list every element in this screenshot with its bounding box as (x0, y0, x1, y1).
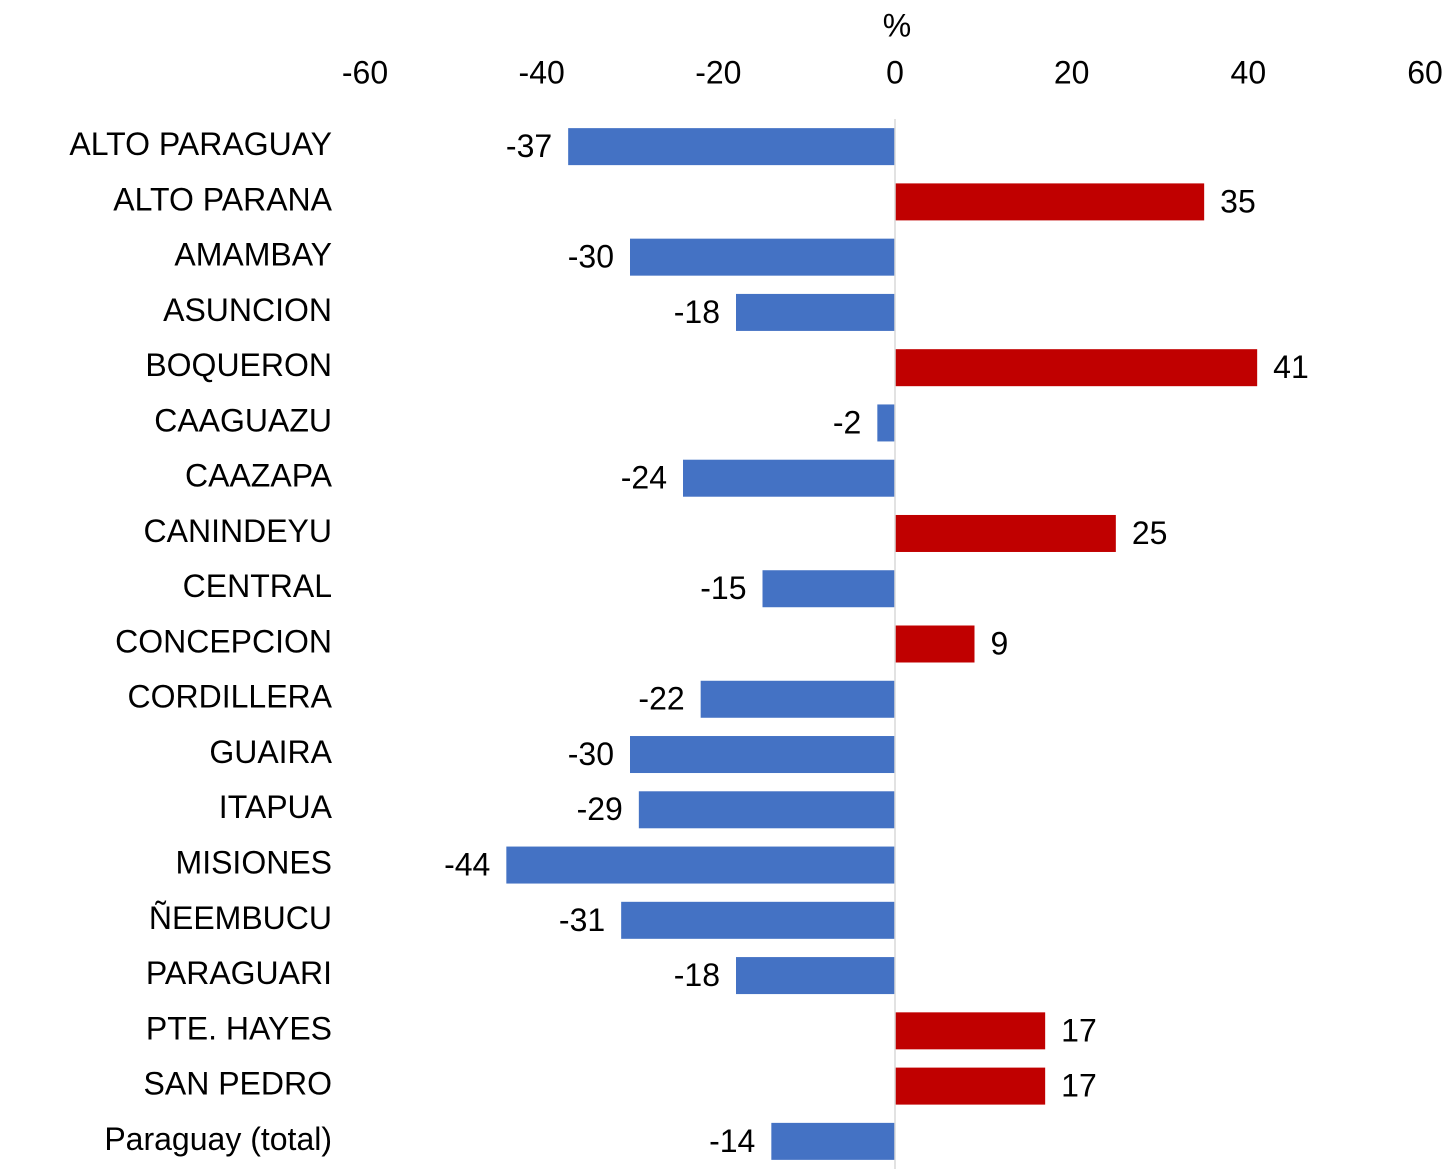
y-tick-label: CORDILLERA (128, 679, 333, 715)
data-label: -37 (506, 128, 552, 164)
data-label: 41 (1273, 349, 1309, 385)
bar (736, 293, 895, 331)
bar (630, 238, 895, 276)
x-axis-label: % (883, 7, 911, 43)
x-tick-label: 40 (1231, 54, 1267, 90)
y-tick-label: CONCEPCION (115, 623, 332, 659)
data-label: 17 (1061, 1068, 1097, 1104)
data-label: -2 (833, 404, 861, 440)
y-tick-label: AMAMBAY (174, 237, 332, 273)
y-tick-label: ÑEEMBUCU (149, 900, 332, 936)
data-label: 9 (991, 625, 1009, 661)
x-tick-label: 0 (886, 54, 904, 90)
data-label: -15 (700, 570, 746, 606)
bar (700, 680, 895, 718)
data-label: 17 (1061, 1012, 1097, 1048)
bar (895, 1067, 1046, 1105)
data-label: -31 (559, 902, 605, 938)
y-tick-label: PTE. HAYES (146, 1010, 332, 1046)
data-label: 35 (1220, 183, 1256, 219)
data-label: -18 (674, 294, 720, 330)
data-label: -30 (568, 736, 614, 772)
x-tick-label: 60 (1407, 54, 1443, 90)
bar (895, 625, 975, 663)
bar (762, 570, 895, 608)
y-tick-label: ALTO PARANA (113, 181, 332, 217)
y-tick-label: CAAZAPA (185, 458, 333, 494)
y-tick-label: ALTO PARAGUAY (69, 126, 332, 162)
data-label: -22 (638, 681, 684, 717)
y-tick-label: CANINDEYU (144, 513, 332, 549)
y-tick-label: Paraguay (total) (104, 1121, 332, 1157)
bar (736, 957, 895, 995)
data-label: -18 (674, 957, 720, 993)
data-label: 25 (1132, 515, 1168, 551)
y-tick-label: ASUNCION (163, 292, 332, 328)
y-tick-label: SAN PEDRO (144, 1066, 332, 1102)
bar (506, 846, 895, 884)
bar (683, 459, 895, 497)
bar (621, 901, 895, 939)
y-tick-label: ITAPUA (219, 789, 333, 825)
data-label: -29 (577, 791, 623, 827)
bar (630, 736, 895, 774)
y-tick-label: CENTRAL (183, 568, 332, 604)
bar (771, 1122, 895, 1160)
bar (638, 791, 895, 829)
y-tick-label: GUAIRA (209, 734, 332, 770)
x-tick-label: -60 (342, 54, 388, 90)
bar (895, 349, 1258, 387)
bar (877, 404, 895, 442)
bar (895, 183, 1205, 221)
bar (895, 514, 1116, 552)
bar (895, 1012, 1046, 1050)
bar (568, 128, 895, 166)
data-label: -14 (709, 1123, 755, 1159)
y-tick-label: MISIONES (176, 845, 332, 881)
x-tick-label: 20 (1054, 54, 1090, 90)
data-label: -30 (568, 239, 614, 275)
x-tick-label: -40 (519, 54, 565, 90)
y-tick-label: CAAGUAZU (154, 402, 332, 438)
data-label: -24 (621, 460, 667, 496)
x-tick-label: -20 (695, 54, 741, 90)
data-label: -44 (444, 847, 490, 883)
y-tick-label: PARAGUARI (146, 955, 332, 991)
y-tick-label: BOQUERON (145, 347, 332, 383)
